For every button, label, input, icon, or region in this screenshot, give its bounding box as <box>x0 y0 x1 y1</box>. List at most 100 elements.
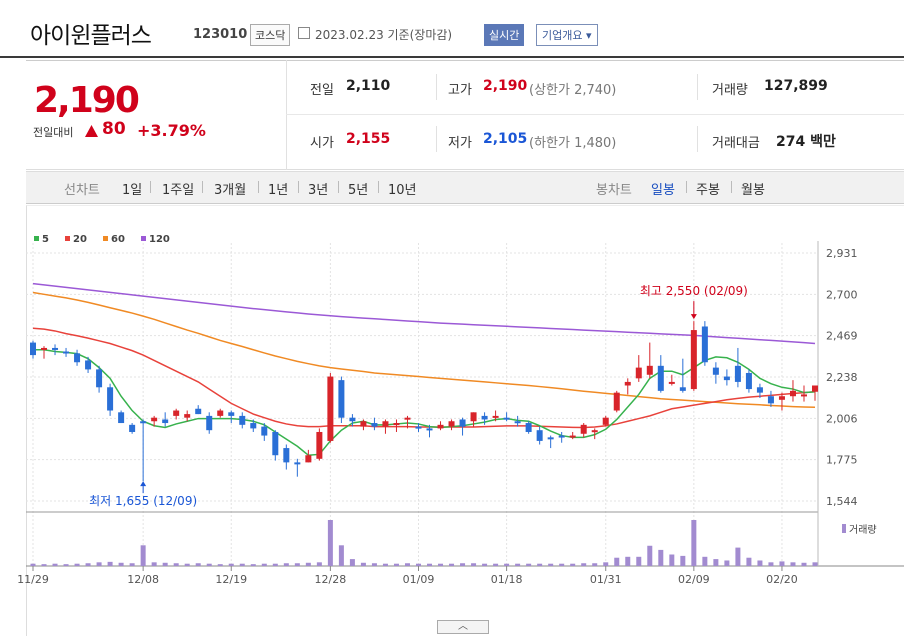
daily-candle-tab[interactable]: 일봉 <box>651 183 675 198</box>
candle-body <box>525 423 532 432</box>
volume-bar <box>415 563 421 566</box>
volume-bar <box>812 562 818 566</box>
candle-body <box>690 330 697 390</box>
candle-body <box>96 369 103 388</box>
volume-bar <box>30 563 36 566</box>
y-tick-label: 2,700 <box>826 288 858 301</box>
volume-bar <box>63 564 69 566</box>
candle-body <box>74 353 81 363</box>
volume-bar <box>493 563 499 566</box>
volume-bar <box>515 563 521 566</box>
volume-bar <box>735 547 741 566</box>
high-label: 고가 <box>448 83 472 98</box>
ma120-line <box>32 282 816 345</box>
candle-body <box>679 387 686 391</box>
candle-body <box>316 431 323 459</box>
volume-bar <box>658 549 664 566</box>
volume-bar <box>52 563 58 566</box>
candle-body <box>327 376 334 441</box>
volume-bar <box>438 563 444 566</box>
chevron-up-icon: ︿ <box>458 621 468 632</box>
period-tab[interactable]: 1일 <box>122 183 143 198</box>
divider <box>436 74 437 100</box>
volume-bar <box>393 563 399 566</box>
high-value: 2,190 <box>483 78 528 94</box>
divider <box>202 181 203 193</box>
candle-body <box>437 424 444 429</box>
prev-close-value: 2,110 <box>346 78 391 94</box>
divider <box>436 126 437 152</box>
volume-bar <box>118 562 124 566</box>
candle-body <box>140 421 147 424</box>
candle-body <box>767 396 774 404</box>
y-tick-label: 2,006 <box>826 412 858 425</box>
company-overview-button[interactable]: 기업개요 ▾ <box>536 24 598 46</box>
candle-body <box>481 415 488 420</box>
volume-bar <box>261 563 267 566</box>
chevron-down-icon: ▾ <box>585 29 592 42</box>
stock-code: 123010 <box>193 27 248 42</box>
legend-swatch <box>103 236 108 241</box>
stock-header: 아이윈플러스 123010 코스닥 2023.02.23 기준(장마감) 실시간… <box>0 0 904 58</box>
candle-body <box>41 347 48 350</box>
volume-bar <box>592 563 598 566</box>
legend-label: 5 <box>42 234 49 245</box>
period-tab[interactable]: 1주일 <box>162 183 195 198</box>
volume-bar <box>140 545 146 566</box>
period-tab[interactable]: 10년 <box>388 183 417 198</box>
open-value: 2,155 <box>346 131 391 147</box>
divider <box>697 74 698 100</box>
weekly-candle-tab[interactable]: 주봉 <box>696 183 720 198</box>
upper-limit: (상한가 2,740) <box>529 83 617 98</box>
candle-body <box>558 435 565 438</box>
volume-bar <box>768 562 774 566</box>
volume-bar <box>283 563 289 566</box>
divider <box>686 181 687 193</box>
candle-body <box>129 424 136 432</box>
volume-bar <box>427 563 433 566</box>
candle-body <box>734 365 741 382</box>
candle-body <box>228 412 235 416</box>
volume-bar <box>250 564 256 566</box>
candle-body <box>591 430 598 433</box>
collapse-button[interactable]: ︿ <box>437 620 489 634</box>
candle-body <box>536 430 543 441</box>
period-tab[interactable]: 3개월 <box>214 183 247 198</box>
y-tick-label: 2,469 <box>826 330 858 343</box>
x-tick-label: 11/29 <box>17 573 49 586</box>
volume-bar <box>779 561 785 566</box>
period-tab[interactable]: 3년 <box>308 183 329 198</box>
realtime-button[interactable]: 실시간 <box>484 24 525 46</box>
x-tick-label: 01/09 <box>403 573 435 586</box>
divider <box>298 181 299 193</box>
divider <box>338 181 339 193</box>
line-chart-label: 선차트 <box>64 183 100 198</box>
candle-body <box>712 367 719 375</box>
period-tab[interactable]: 5년 <box>348 183 369 198</box>
volume-bar <box>702 556 708 566</box>
volume-bar <box>460 563 466 566</box>
candle-body <box>459 419 466 427</box>
volume-bar <box>74 563 80 566</box>
volume-bar <box>206 563 212 566</box>
candle-body <box>107 387 114 411</box>
volume-bar <box>107 561 113 566</box>
candle-body <box>195 408 202 415</box>
candle-body <box>470 412 477 422</box>
ma60-line <box>32 291 816 409</box>
candle-body <box>569 435 576 438</box>
x-tick-label: 12/08 <box>127 573 159 586</box>
candle-body <box>415 426 422 429</box>
stock-name: 아이윈플러스 <box>30 23 152 49</box>
volume-bar <box>41 564 47 566</box>
chart-area <box>26 205 904 636</box>
candle-body <box>272 431 279 456</box>
period-tab[interactable]: 1년 <box>268 183 289 198</box>
divider <box>286 60 287 170</box>
volume-bar <box>382 563 388 566</box>
legend-label: 60 <box>111 234 125 245</box>
volume-bar <box>746 557 752 566</box>
volume-bar <box>195 563 201 566</box>
candle-body <box>162 419 169 424</box>
monthly-candle-tab[interactable]: 월봉 <box>741 183 765 198</box>
